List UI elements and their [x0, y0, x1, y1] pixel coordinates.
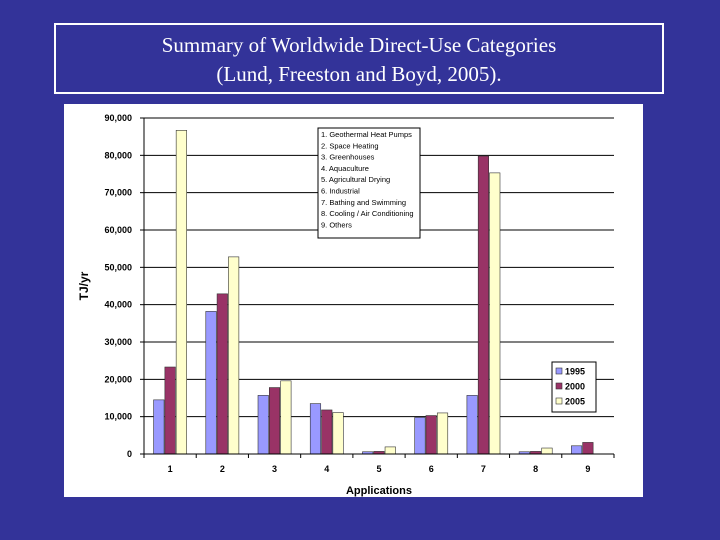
bar-1995-cat-3	[257, 395, 269, 455]
category-key-item: 9. Others	[321, 220, 352, 229]
bar-2000-cat-3	[269, 387, 281, 455]
slide-title: Summary of Worldwide Direct-Use Categori…	[54, 23, 664, 94]
slide-title-line-2: (Lund, Freeston and Boyd, 2005).	[216, 62, 502, 86]
category-key-item: 2. Space Heating	[321, 141, 379, 150]
x-tick-label: 8	[533, 464, 538, 474]
category-key-item: 4. Aquaculture	[321, 164, 369, 173]
y-tick-label: 70,000	[104, 188, 132, 198]
y-axis-title: TJ/yr	[77, 271, 91, 300]
category-key-item: 1. Geothermal Heat Pumps	[321, 130, 412, 139]
slide-title-line-1: Summary of Worldwide Direct-Use Categori…	[161, 33, 557, 57]
bar-1995-cat-4	[309, 403, 322, 455]
bar-2005-cat-2	[228, 256, 240, 455]
bar-2005-cat-3	[280, 380, 292, 455]
y-tick-label: 10,000	[104, 412, 132, 422]
axis-labels: 0 10,000 20,000 30,000 40,000 50,000 60,000 70,…	[77, 113, 590, 497]
bar-2000-cat-1	[164, 366, 176, 455]
y-tick-label: 20,000	[104, 374, 132, 384]
legend-label-1995: 1995	[565, 367, 585, 377]
x-tick-label: 5	[376, 464, 381, 474]
x-tick-label: 1	[168, 464, 173, 474]
bar-2005-cat-4	[332, 412, 344, 455]
y-tick-label: 80,000	[104, 150, 132, 160]
x-axis-title: Applications	[346, 485, 412, 497]
legend-swatch-2000	[555, 382, 563, 390]
chart-panel: 0 10,000 20,000 30,000 40,000 50,000 60,000 70,…	[64, 104, 643, 497]
bar-2000-cat-2	[216, 293, 228, 455]
legend-swatch-2005	[555, 397, 563, 405]
category-key-item: 6. Industrial	[321, 187, 360, 196]
bar-2000-cat-9	[582, 442, 594, 455]
bar-2000-cat-7	[477, 155, 489, 455]
category-key-item: 8. Cooling / Air Conditioning	[321, 209, 414, 218]
bar-1995-cat-2	[205, 311, 217, 455]
x-tick-label: 7	[481, 464, 486, 474]
bar-1995-cat-9	[571, 445, 583, 455]
bar-2000-cat-6	[425, 415, 437, 455]
y-tick-label: 40,000	[104, 300, 132, 310]
category-key-item: 5. Agricultural Drying	[321, 175, 390, 184]
bar-2005-cat-8	[541, 447, 553, 455]
bar-2005-cat-5	[384, 446, 396, 455]
x-tick-label: 6	[429, 464, 434, 474]
bar-2005-cat-6	[436, 412, 449, 455]
category-key-box	[317, 127, 421, 239]
y-tick-label: 90,000	[104, 113, 132, 123]
legend: 1995 2000 2005	[551, 361, 597, 413]
y-tick-label: 60,000	[104, 225, 132, 235]
category-key: 1. Geothermal Heat Pumps 2. Space Heating…	[317, 127, 421, 239]
axes	[140, 117, 615, 458]
bar-1995-cat-1	[153, 399, 165, 455]
category-key-item: 7. Bathing and Swimming	[321, 198, 406, 207]
legend-label-2005: 2005	[565, 397, 585, 407]
x-tick-label: 4	[324, 464, 329, 474]
y-tick-label: 50,000	[104, 262, 132, 272]
bar-1995-cat-6	[414, 417, 426, 455]
y-tick-label: 0	[127, 449, 132, 459]
bar-2005-cat-7	[489, 172, 501, 455]
legend-label-2000: 2000	[565, 382, 585, 392]
bar-2005-cat-1	[175, 130, 187, 455]
x-tick-label: 9	[585, 464, 590, 474]
y-tick-label: 30,000	[104, 337, 132, 347]
legend-swatch-1995	[555, 367, 563, 375]
x-tick-label: 2	[220, 464, 225, 474]
x-tick-label: 3	[272, 464, 277, 474]
bar-2000-cat-4	[321, 409, 333, 455]
bar-chart: 0 10,000 20,000 30,000 40,000 50,000 60,000 70,…	[77, 113, 615, 497]
bar-1995-cat-7	[466, 395, 478, 455]
category-key-item: 3. Greenhouses	[321, 153, 375, 162]
